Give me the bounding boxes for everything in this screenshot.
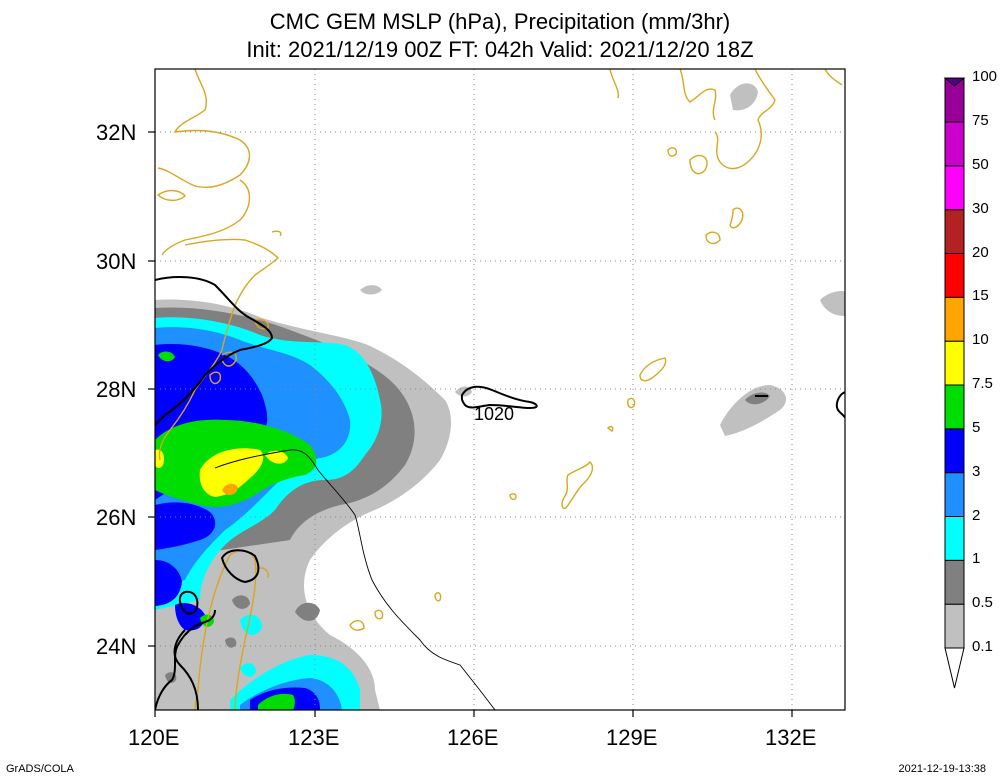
- colorbar-segment: [943, 77, 966, 87]
- lat-lon-grid: [155, 69, 845, 710]
- lat-label-32n: 32N: [96, 120, 137, 145]
- colorbar-segment: [944, 121, 965, 167]
- colorbar-label: 2: [972, 506, 981, 524]
- colorbar-segment: [944, 603, 965, 649]
- isobar-label: 1020: [474, 404, 515, 424]
- colorbar-label: 15: [972, 287, 989, 305]
- colorbar-segment: [944, 647, 965, 689]
- colorbar-segment: [944, 296, 965, 342]
- colorbar-label: 1: [972, 550, 981, 568]
- colorbar-segment: [944, 472, 965, 517]
- colorbar-segment: [944, 516, 965, 561]
- lat-label-26n: 26N: [96, 505, 137, 530]
- map-subtitle: Init: 2021/12/19 00Z FT: 042h Valid: 202…: [246, 37, 754, 62]
- colorbar-label: 10: [972, 331, 989, 349]
- colorbar-segment: [944, 340, 965, 386]
- colorbar-segment: [944, 209, 965, 255]
- colorbar-segment: [944, 559, 965, 605]
- colorbar-label: 20: [972, 243, 989, 261]
- colorbar-segment: [944, 253, 965, 298]
- lon-label-129e: 129E: [606, 725, 658, 750]
- colorbar-label: 0.5: [972, 594, 993, 612]
- footer-left: GrADS/COLA: [6, 763, 74, 775]
- lon-label-120e: 120E: [128, 725, 180, 750]
- colorbar-label: 50: [972, 155, 989, 173]
- lat-label-30n: 30N: [96, 249, 137, 274]
- mslp-isobars: [155, 276, 845, 710]
- colorbar-segment: [944, 165, 965, 211]
- coastlines: [156, 69, 843, 710]
- colorbar-segment: [944, 428, 965, 474]
- boundary-line: [214, 449, 496, 710]
- colorbar-label: 0.1: [972, 638, 993, 655]
- colorbar-label: 30: [972, 199, 989, 217]
- colorbar-label: 7.5: [972, 375, 993, 392]
- colorbar: [943, 77, 966, 689]
- colorbar-segment: [944, 384, 965, 430]
- colorbar-label: 100: [972, 68, 998, 86]
- colorbar-label: 75: [972, 112, 989, 129]
- axis-ticks: [148, 131, 793, 717]
- colorbar-label: 5: [972, 418, 981, 436]
- footer-right: 2021-12-19-13:38: [898, 763, 986, 775]
- lon-label-126e: 126E: [447, 725, 499, 750]
- lat-label-24n: 24N: [96, 634, 137, 659]
- lon-label-132e: 132E: [765, 725, 817, 750]
- map-title: CMC GEM MSLP (hPa), Precipitation (mm/3h…: [269, 9, 731, 34]
- lat-label-28n: 28N: [96, 377, 137, 402]
- colorbar-label: 3: [972, 462, 981, 480]
- lon-label-123e: 123E: [288, 725, 340, 750]
- precip-shading: [155, 83, 845, 710]
